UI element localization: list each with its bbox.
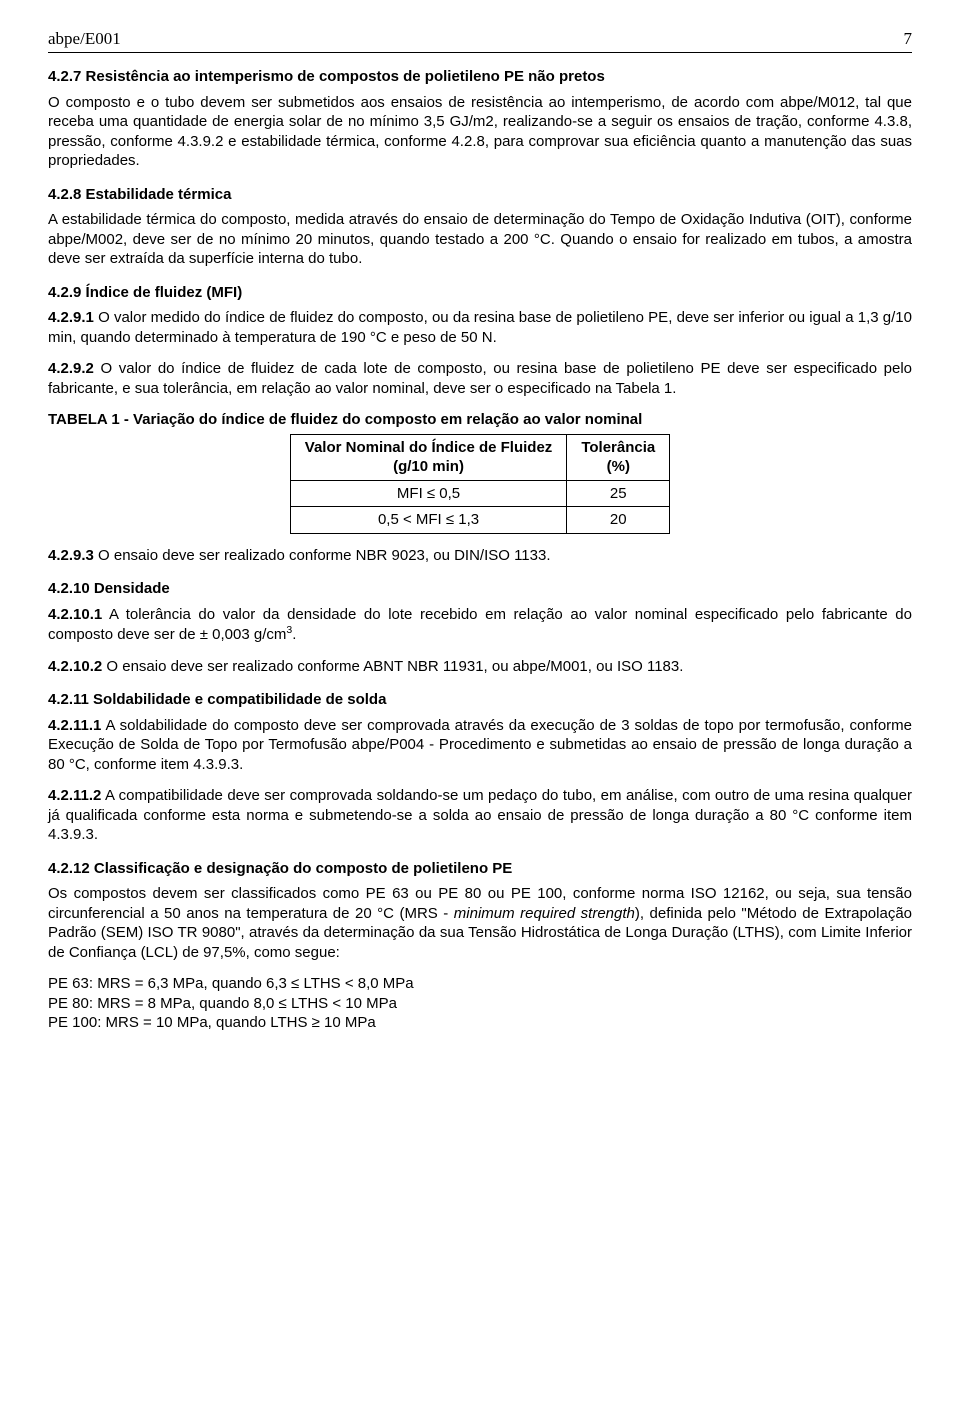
heading-4-2-12: 4.2.12 Classificação e designação do com… [48,859,912,879]
table-row: Valor Nominal do Índice de Fluidez(g/10 … [290,434,669,480]
mrs-line-1: PE 63: MRS = 6,3 MPa, quando 6,3 ≤ LTHS … [48,974,912,994]
para-4-2-9-3: 4.2.9.3 O ensaio deve ser realizado conf… [48,546,912,566]
doc-code: abpe/E001 [48,28,121,50]
table1: Valor Nominal do Índice de Fluidez(g/10 … [290,434,670,534]
para-4-2-7: O composto e o tubo devem ser submetidos… [48,93,912,171]
table1-title: TABELA 1 - Variação do índice de fluidez… [48,410,912,430]
table-cell: 20 [567,507,670,534]
para-4-2-11-1: 4.2.11.1 A soldabilidade do composto dev… [48,716,912,775]
table-cell: 25 [567,480,670,507]
table-header-col1: Valor Nominal do Índice de Fluidez(g/10 … [290,434,567,480]
para-4-2-8: A estabilidade térmica do composto, medi… [48,210,912,269]
heading-4-2-9: 4.2.9 Índice de fluidez (MFI) [48,283,912,303]
header-rule [48,52,912,53]
para-4-2-9-1: 4.2.9.1 O valor medido do índice de flui… [48,308,912,347]
heading-4-2-8: 4.2.8 Estabilidade térmica [48,185,912,205]
mrs-line-2: PE 80: MRS = 8 MPa, quando 8,0 ≤ LTHS < … [48,994,912,1014]
heading-4-2-11: 4.2.11 Soldabilidade e compatibilidade d… [48,690,912,710]
para-4-2-9-2: 4.2.9.2 O valor do índice de fluidez de … [48,359,912,398]
page-number: 7 [904,28,913,50]
mrs-line-3: PE 100: MRS = 10 MPa, quando LTHS ≥ 10 M… [48,1013,912,1033]
table-row: 0,5 < MFI ≤ 1,3 20 [290,507,669,534]
para-4-2-12: Os compostos devem ser classificados com… [48,884,912,962]
heading-4-2-10: 4.2.10 Densidade [48,579,912,599]
table-header-col2: Tolerância(%) [567,434,670,480]
para-4-2-10-1: 4.2.10.1 A tolerância do valor da densid… [48,605,912,645]
page-header: abpe/E001 7 [48,28,912,50]
heading-4-2-7: 4.2.7 Resistência ao intemperismo de com… [48,67,912,87]
table-cell: 0,5 < MFI ≤ 1,3 [290,507,567,534]
para-4-2-10-2: 4.2.10.2 O ensaio deve ser realizado con… [48,657,912,677]
table-row: MFI ≤ 0,5 25 [290,480,669,507]
table-cell: MFI ≤ 0,5 [290,480,567,507]
para-4-2-11-2: 4.2.11.2 A compatibilidade deve ser comp… [48,786,912,845]
